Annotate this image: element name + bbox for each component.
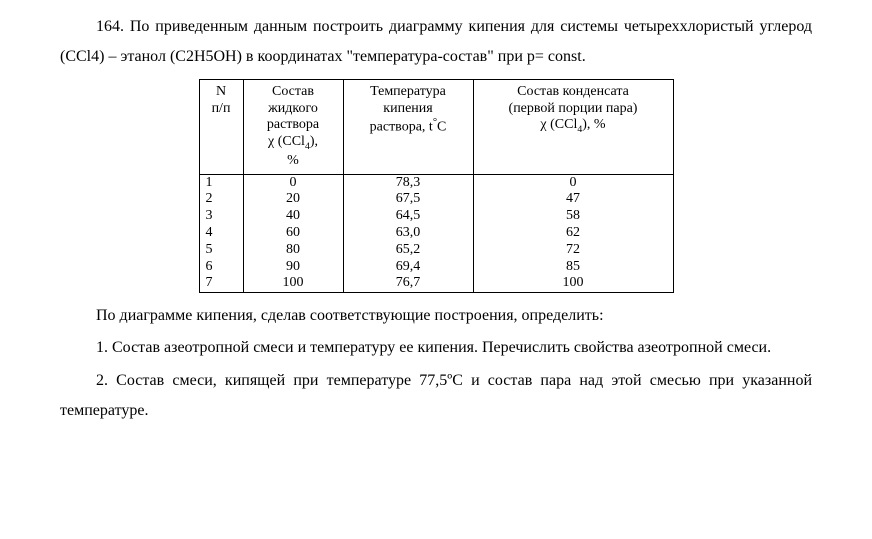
cell-temp: 78,367,564,563,065,269,476,7 — [343, 174, 473, 293]
header-condensate: Состав конденсата(первой порции пара)χ (… — [473, 79, 673, 174]
table-container: Nп/п Составжидкогораствораχ (CCl4),% Тем… — [60, 79, 812, 293]
cell-n: 1234567 — [199, 174, 243, 293]
data-table: Nп/п Составжидкогораствораχ (CCl4),% Тем… — [199, 79, 674, 293]
cell-liquid: 02040608090100 — [243, 174, 343, 293]
cell-condensate: 04758627285100 — [473, 174, 673, 293]
after-paragraph: По диаграмме кипения, сделав соответству… — [60, 301, 812, 331]
table-row: 12345670204060809010078,367,564,563,065,… — [199, 174, 673, 293]
table-header-row: Nп/п Составжидкогораствораχ (CCl4),% Тем… — [199, 79, 673, 174]
question-1: 1. Состав азеотропной смеси и температур… — [60, 333, 812, 363]
header-n: Nп/п — [199, 79, 243, 174]
header-temp: Температуракипенияраствора, t°C — [343, 79, 473, 174]
problem-intro: 164. По приведенным данным построить диа… — [60, 12, 812, 73]
question-2: 2. Состав смеси, кипящей при температуре… — [60, 366, 812, 427]
table-body: 12345670204060809010078,367,564,563,065,… — [199, 174, 673, 293]
header-liquid: Составжидкогораствораχ (CCl4),% — [243, 79, 343, 174]
